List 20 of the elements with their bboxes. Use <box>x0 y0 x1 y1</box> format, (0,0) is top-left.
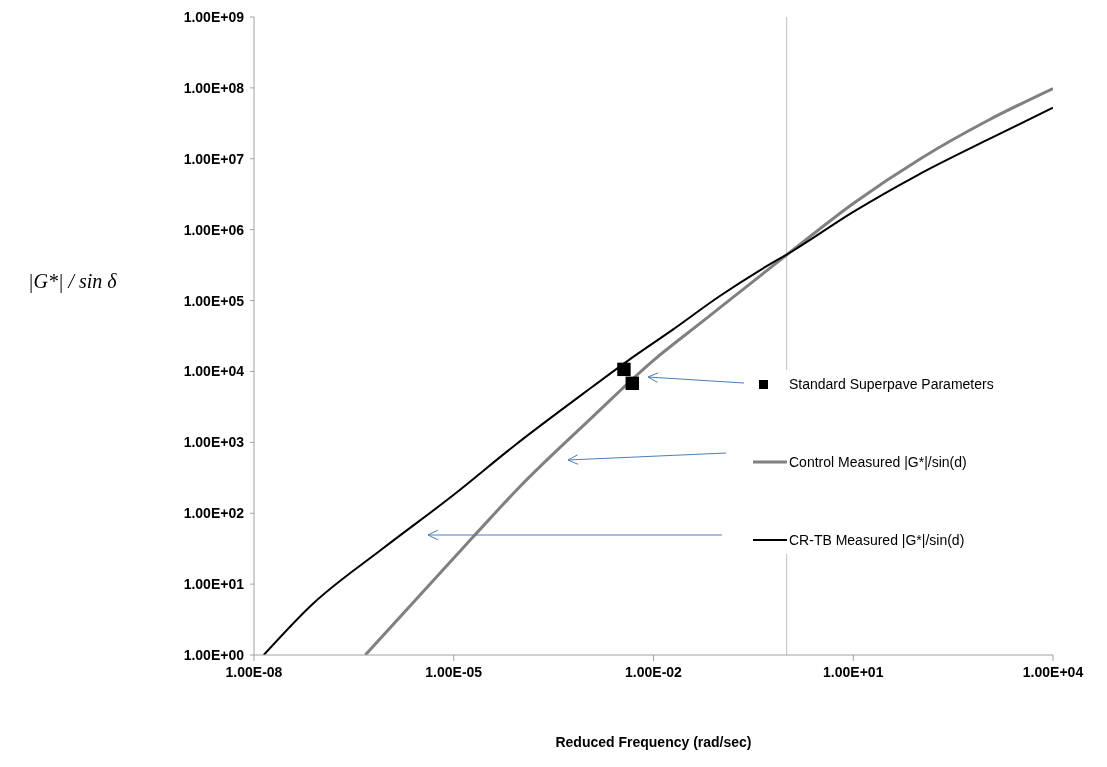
legend-label: CR-TB Measured |G*|/sin(d) <box>788 531 965 549</box>
x-tick-label: 1.00E+01 <box>823 663 884 680</box>
y-tick-label: 1.00E+00 <box>183 646 245 663</box>
y-tick-label: 1.00E+06 <box>183 221 245 238</box>
x-tick-label: 1.00E+04 <box>1022 663 1084 680</box>
legend-label: Standard Superpave Parameters <box>788 375 994 393</box>
y-tick-label: 1.00E+04 <box>183 363 245 380</box>
legend-label: Control Measured |G*|/sin(d) <box>788 453 967 471</box>
x-tick-label: 1.00E-05 <box>425 663 483 680</box>
y-tick-label: 1.00E+08 <box>183 79 245 96</box>
y-tick-label: 1.00E+07 <box>183 150 245 167</box>
x-tick-label: 1.00E-02 <box>625 663 683 680</box>
y-tick-label: 1.00E+01 <box>183 576 245 593</box>
y-tick-label: 1.00E+03 <box>183 434 245 451</box>
x-axis-title: Reduced Frequency (rad/sec) <box>554 734 753 750</box>
y-tick-label: 1.00E+02 <box>183 505 245 522</box>
y-tick-label: 1.00E+09 <box>183 8 245 25</box>
x-tick-label: 1.00E-08 <box>225 663 283 680</box>
y-axis-title: |G*| / sin δ <box>28 270 117 293</box>
y-tick-label: 1.00E+05 <box>183 292 245 309</box>
